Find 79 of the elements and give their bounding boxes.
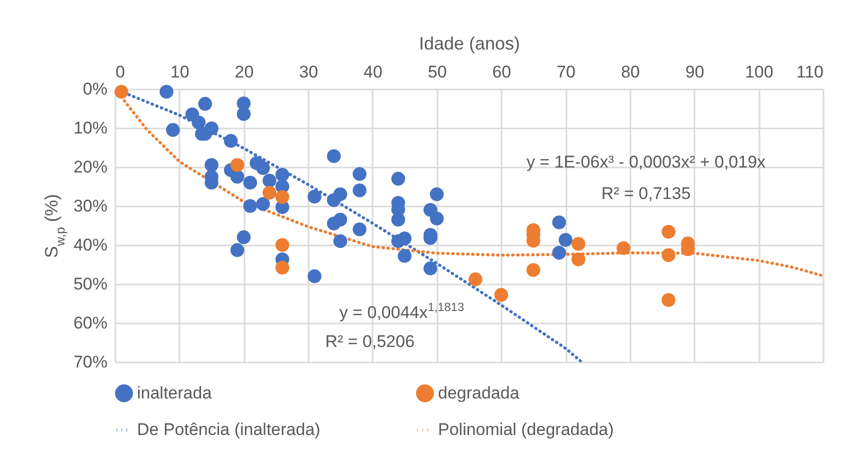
legend-label: inalterada xyxy=(137,383,212,402)
y-tick-label: 20% xyxy=(73,158,108,176)
y-tick-label: 0% xyxy=(82,80,108,98)
point xyxy=(230,158,244,172)
point xyxy=(224,134,238,148)
point xyxy=(662,224,676,239)
point xyxy=(243,199,258,213)
point xyxy=(256,161,270,176)
point xyxy=(398,249,412,263)
point xyxy=(275,238,290,252)
y-tick-label: 10% xyxy=(73,118,108,138)
x-tick-label: 80 xyxy=(620,62,640,82)
annotation: y = 1E-06x³ - 0,0003x² + 0,019x xyxy=(526,152,766,172)
point xyxy=(236,230,251,244)
point xyxy=(230,243,244,257)
point xyxy=(166,123,180,137)
point xyxy=(308,190,322,204)
x-axis-title: Idade (anos) xyxy=(418,34,520,54)
point xyxy=(198,96,212,111)
point xyxy=(326,149,341,163)
point xyxy=(494,288,508,302)
point xyxy=(468,272,482,286)
point xyxy=(333,187,348,202)
point xyxy=(333,234,348,248)
x-tick-label: 40 xyxy=(363,62,382,82)
point xyxy=(398,231,412,246)
point xyxy=(352,167,366,181)
x-tick-label: 110 xyxy=(796,62,824,82)
point xyxy=(423,262,438,276)
y-tick-label: 70% xyxy=(73,352,108,372)
point xyxy=(430,212,444,226)
point xyxy=(114,84,128,99)
point xyxy=(308,269,322,284)
y-tick-label: 60% xyxy=(73,314,108,332)
point xyxy=(160,84,174,99)
x-tick-label: 100 xyxy=(744,62,774,82)
point xyxy=(275,260,290,274)
legend-label: De Potência (inalterada) xyxy=(137,420,320,439)
annotation: R² = 0,5206 xyxy=(325,332,415,352)
point xyxy=(243,176,258,190)
annotation: y = 0,0044x$^{1,1813}$ xyxy=(339,300,464,322)
point xyxy=(262,186,276,200)
x-tick-label: 50 xyxy=(428,62,447,82)
x-tick-label: 20 xyxy=(234,62,254,82)
point xyxy=(352,184,366,198)
point xyxy=(662,293,676,307)
x-tick-label: 70 xyxy=(556,62,576,82)
point xyxy=(662,248,676,262)
point xyxy=(572,252,586,266)
point xyxy=(230,170,244,184)
x-tick-label: 10 xyxy=(170,62,190,82)
legend-label: Polinomial (degradada) xyxy=(438,420,614,439)
point xyxy=(552,246,566,260)
point xyxy=(352,222,366,236)
point xyxy=(204,158,218,172)
x-tick-label: 90 xyxy=(685,62,704,82)
point xyxy=(256,197,270,211)
point xyxy=(391,172,406,186)
y-tick-label: 40% xyxy=(73,236,108,254)
x-tick-label: 60 xyxy=(492,62,512,82)
point xyxy=(572,236,586,251)
y-tick-label: 30% xyxy=(73,196,108,216)
point xyxy=(616,241,630,255)
point xyxy=(236,107,251,121)
point xyxy=(192,116,206,130)
annotation: R² = 0,7135 xyxy=(601,184,691,204)
point xyxy=(430,187,444,202)
point xyxy=(552,216,566,230)
point xyxy=(391,212,406,227)
point xyxy=(558,233,572,247)
point xyxy=(333,212,348,227)
point xyxy=(275,190,290,204)
point xyxy=(262,174,276,188)
point xyxy=(275,168,290,182)
x-tick-label: 0 xyxy=(116,62,125,82)
point xyxy=(526,263,540,277)
legend-label: degradada xyxy=(438,383,520,402)
y-tick-label: 50% xyxy=(73,274,108,294)
x-tick-label: 30 xyxy=(299,62,318,82)
